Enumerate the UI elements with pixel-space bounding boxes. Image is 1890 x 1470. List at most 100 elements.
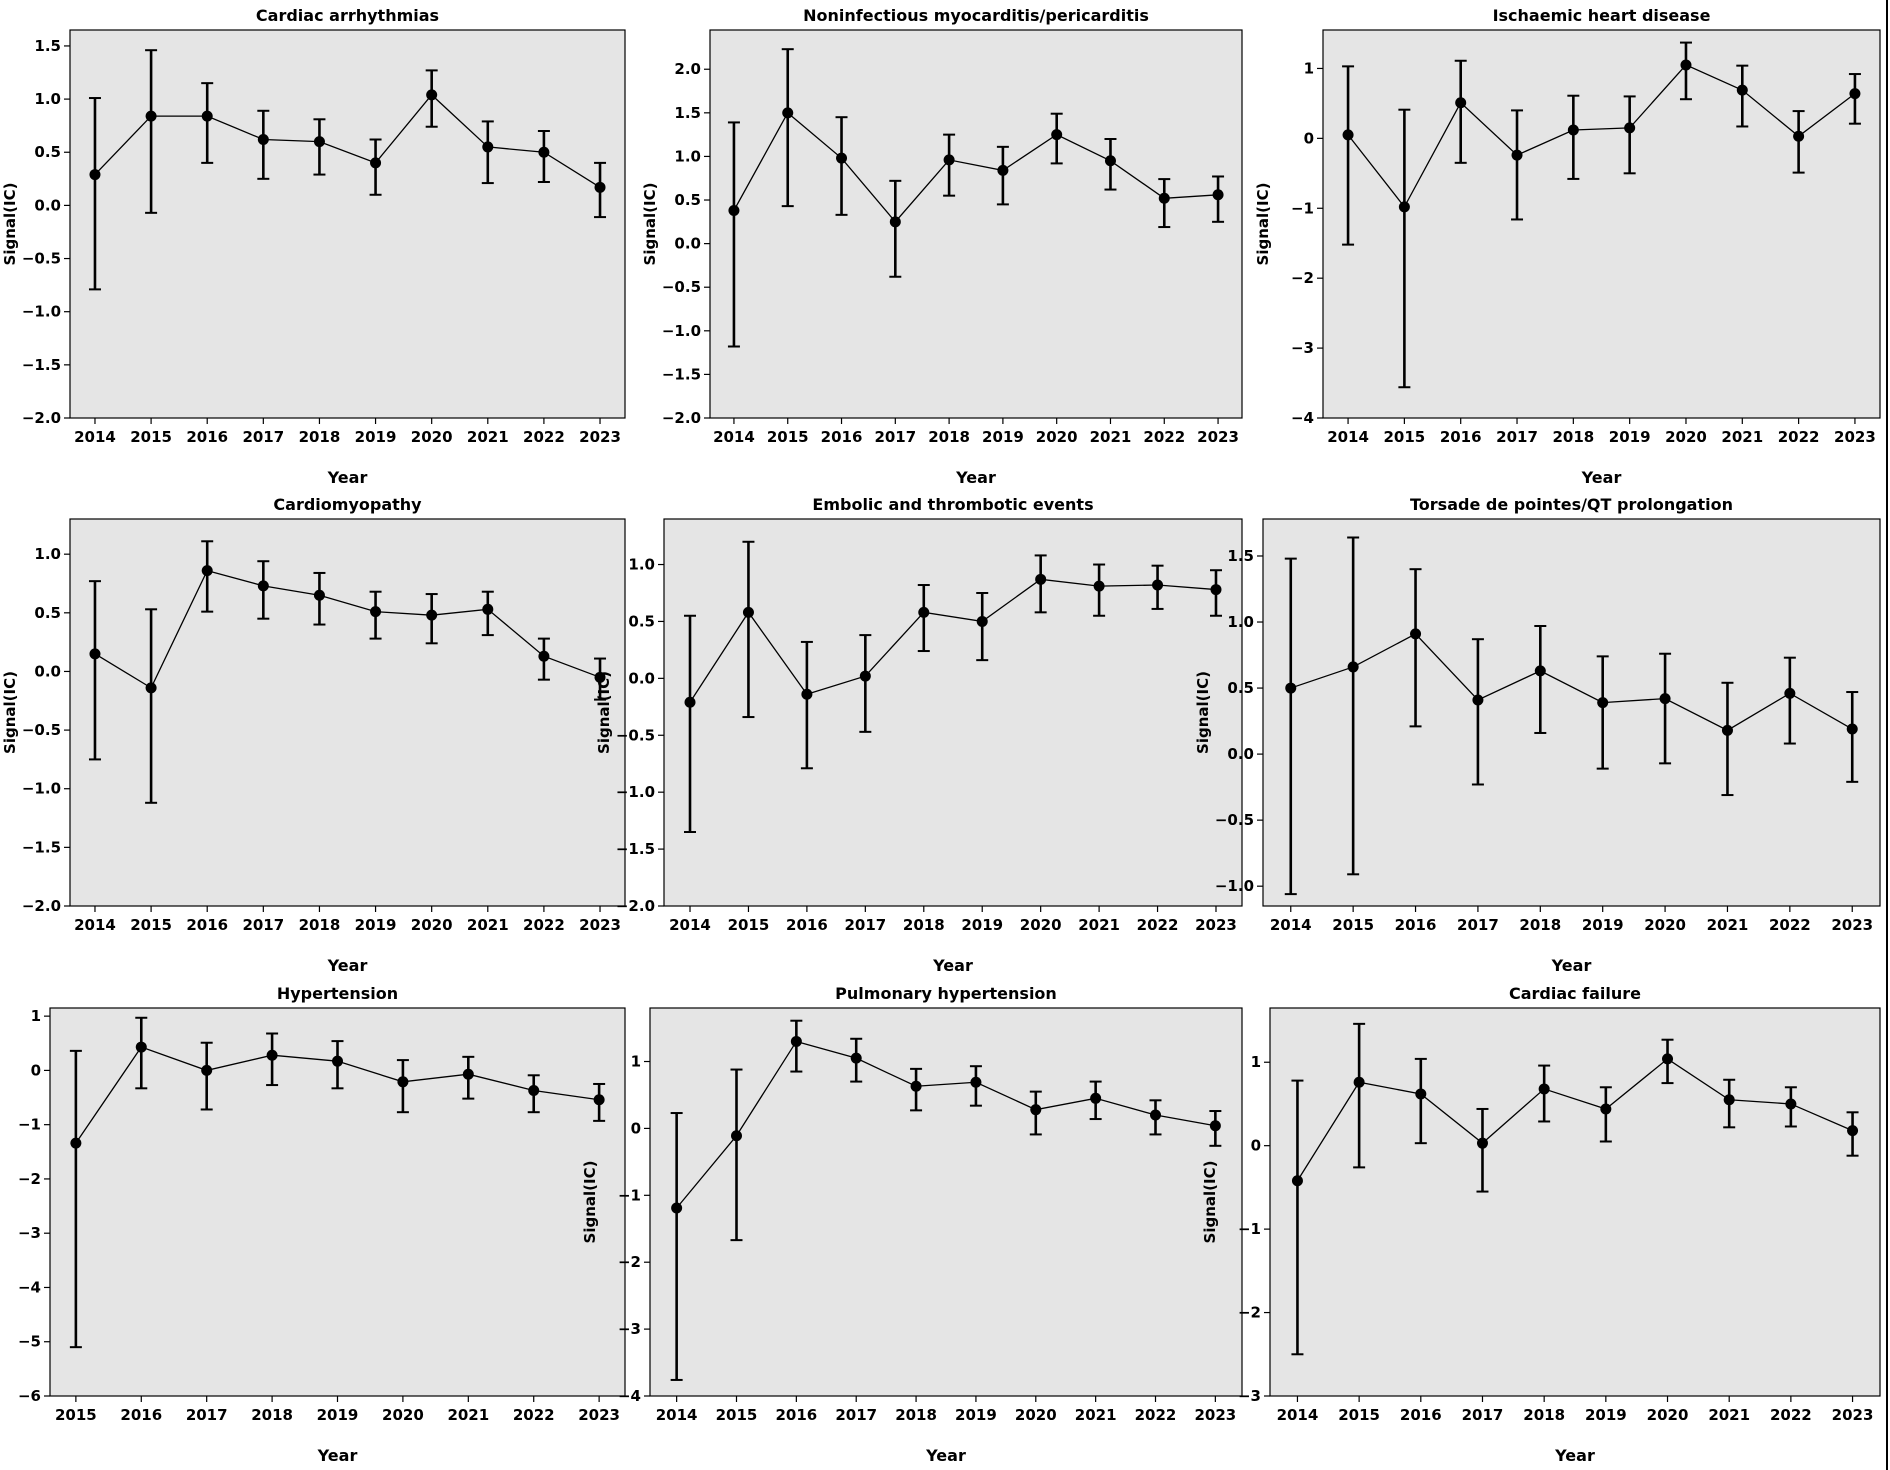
data-point [730, 1130, 742, 1142]
data-point [1538, 1083, 1550, 1095]
chart-title: Embolic and thrombotic events [812, 495, 1093, 514]
x-tick-label: 2015 [130, 428, 172, 446]
plot-area [69, 518, 626, 907]
y-tick-label: −1.0 [22, 780, 61, 798]
y-axis-label: Signal(IC) [581, 1161, 599, 1244]
data-point [918, 606, 930, 618]
y-tick-label: −4 [1291, 409, 1314, 427]
x-axis-label: Year [317, 1446, 358, 1465]
y-tick-label: 1 [1251, 1053, 1261, 1071]
data-point [257, 580, 269, 592]
chart-panel-1: Cardiac arrhythmias −2.0 −1.5 −1.0 −0.5 0.0 0.… [1, 6, 626, 487]
x-tick-label: 2015 [1384, 428, 1426, 446]
x-tick-label: 2023 [579, 916, 621, 934]
y-tick-label: 0.5 [674, 191, 701, 209]
data-point [742, 606, 754, 618]
data-point [1158, 192, 1170, 204]
series-line [1347, 64, 1856, 209]
data-point [1793, 130, 1805, 142]
x-tick-label: 2016 [786, 916, 828, 934]
data-point [538, 650, 550, 662]
y-tick-label: 0 [631, 1119, 641, 1137]
data-point [684, 696, 696, 708]
y-tick-label: −0.5 [22, 721, 61, 739]
x-axis-label: Year [955, 468, 996, 487]
data-point [859, 670, 871, 682]
x-tick-label: 2021 [467, 428, 509, 446]
data-point [135, 1041, 147, 1053]
y-tick-label: −2 [18, 1170, 41, 1188]
data-point [1659, 693, 1671, 705]
x-tick-label: 2015 [767, 428, 809, 446]
y-tick-label: −2 [1291, 269, 1314, 287]
data-point [397, 1076, 409, 1088]
x-tick-label: 2018 [895, 1406, 937, 1424]
x-tick-label: 2014 [656, 1406, 698, 1424]
y-tick-label: 0.0 [674, 235, 701, 253]
data-point [836, 152, 848, 164]
y-axis-label: Signal(IC) [1, 183, 19, 266]
y-tick-label: 1.5 [674, 104, 701, 122]
y-tick-label: 1.0 [34, 90, 61, 108]
chart-panel-9: Cardiac failure −3 −2 −1 0 1 2014 2015 2016 2017 2… [1201, 984, 1881, 1465]
data-point [70, 1137, 82, 1149]
y-tick-label: −2.0 [616, 897, 655, 915]
y-tick-label: 0.5 [34, 143, 61, 161]
x-tick-label: 2023 [579, 428, 621, 446]
series-line [689, 578, 1217, 703]
x-tick-label: 2020 [411, 428, 453, 446]
y-tick-label: 1 [631, 1053, 641, 1071]
data-point [1846, 723, 1858, 735]
x-axis-label: Year [1551, 956, 1592, 975]
chart-panel-2: Noninfectious myocarditis/pericarditis −2… [641, 6, 1243, 487]
x-tick-label: 2019 [1609, 428, 1651, 446]
x-tick-label: 2015 [1338, 1406, 1380, 1424]
chart-title: Cardiomyopathy [273, 495, 422, 514]
data-point [1209, 1120, 1221, 1132]
y-tick-label: 1.5 [34, 37, 61, 55]
chart-panel-7: Hypertension −6 −5 −4 −3 −2 −1 0 1 2015 2016 2017 20… [18, 984, 626, 1465]
data-point [1680, 59, 1692, 71]
x-tick-label: 2018 [928, 428, 970, 446]
plot-area [663, 518, 1243, 907]
data-point [426, 89, 438, 101]
chart-title: Pulmonary hypertension [835, 984, 1057, 1003]
data-point [594, 181, 606, 193]
x-tick-label: 2017 [1457, 916, 1499, 934]
data-point [1455, 97, 1467, 109]
data-point [1285, 682, 1297, 694]
y-tick-label: 0.5 [1227, 679, 1254, 697]
data-point [370, 157, 382, 169]
y-tick-label: −0.5 [1215, 811, 1254, 829]
x-tick-label: 2018 [1523, 1406, 1565, 1424]
x-tick-label: 2017 [186, 1406, 228, 1424]
y-tick-label: 0 [1304, 129, 1314, 147]
x-tick-label: 2023 [1197, 428, 1239, 446]
x-tick-label: 2017 [844, 916, 886, 934]
x-tick-label: 2016 [120, 1406, 162, 1424]
x-tick-label: 2022 [513, 1406, 555, 1424]
y-tick-label: −3 [18, 1224, 41, 1242]
chart-title: Noninfectious myocarditis/pericarditis [803, 6, 1149, 25]
x-tick-label: 2017 [1462, 1406, 1504, 1424]
y-tick-label: −0.5 [662, 278, 701, 296]
y-tick-label: −0.5 [616, 726, 655, 744]
data-point [889, 216, 901, 228]
data-point [943, 154, 955, 166]
x-tick-label: 2018 [299, 428, 341, 446]
y-axis-label: Signal(IC) [1194, 671, 1212, 754]
x-tick-label: 2014 [1327, 428, 1369, 446]
x-tick-label: 2019 [355, 428, 397, 446]
y-axis-label: Signal(IC) [641, 183, 659, 266]
x-tick-label: 2015 [55, 1406, 97, 1424]
y-tick-label: 0.0 [1227, 745, 1254, 763]
y-tick-label: 1.0 [34, 545, 61, 563]
data-point [482, 603, 494, 615]
data-point [145, 682, 157, 694]
data-point [1721, 724, 1733, 736]
data-point [313, 136, 325, 148]
data-point [1150, 1109, 1162, 1121]
x-tick-label: 2020 [1647, 1406, 1689, 1424]
x-tick-label: 2016 [821, 428, 863, 446]
data-point [1511, 149, 1523, 161]
